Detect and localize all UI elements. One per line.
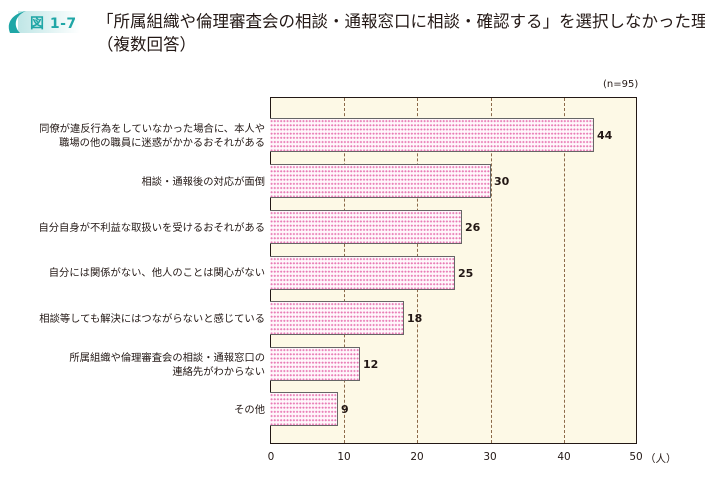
bar-colleague-trouble <box>270 118 594 152</box>
figure-badge: 図 1-7 <box>8 11 80 33</box>
value-label: 44 <box>597 129 613 142</box>
bar-other <box>270 392 338 426</box>
value-label: 18 <box>407 312 423 325</box>
category-label: 自分には関係がない、他人のことは関心がない <box>48 267 265 279</box>
value-label: 30 <box>494 175 510 188</box>
gridline-30 <box>490 98 492 443</box>
badge-swoosh-icon <box>8 11 80 33</box>
x-tick-label: 10 <box>337 451 351 463</box>
bar-disadvantageous-treatment <box>270 210 462 244</box>
chart-title-line1: 「所属組織や倫理審査会の相談・通報窓口に相談・確認する」を選択しなかった理由 <box>97 12 705 31</box>
x-tick-label: 40 <box>557 451 571 463</box>
x-tick-label: 50 <box>629 451 643 463</box>
x-tick-label: 20 <box>410 451 424 463</box>
bar-troublesome-response <box>270 164 491 198</box>
bar-not-my-concern <box>270 256 455 290</box>
value-label: 12 <box>363 358 379 371</box>
gridline-40 <box>564 98 565 443</box>
category-label: 同僚が違反行為をしていなかった場合に、本人や 職場の他の職員に迷惑がかかるおそれ… <box>39 123 265 149</box>
category-label: 相談・通報後の対応が面倒 <box>141 176 265 188</box>
x-tick-label: 0 <box>267 451 275 463</box>
plot-area <box>270 97 637 444</box>
x-axis-unit: （人） <box>645 453 677 465</box>
x-tick-label: 30 <box>483 451 497 463</box>
category-label: 相談等しても解決にはつながらないと感じている <box>39 313 265 325</box>
chart-title: 「所属組織や倫理審査会の相談・通報窓口に相談・確認する」を選択しなかった理由 （… <box>97 10 705 56</box>
figure-number: 図 1-7 <box>30 16 77 32</box>
value-label: 26 <box>465 221 481 234</box>
bar-no-resolution <box>270 301 404 335</box>
value-label: 25 <box>458 267 474 280</box>
bar-unknown-contact <box>270 347 360 381</box>
category-label: 自分自身が不利益な取扱いを受けるおそれがある <box>38 222 265 234</box>
category-label: その他 <box>234 404 265 416</box>
sample-size-label: (n=95) <box>603 79 639 90</box>
chart-title-line2: （複数回答） <box>97 35 196 54</box>
value-label: 9 <box>341 403 349 416</box>
category-label: 所属組織や倫理審査会の相談・通報窓口の 連絡先がわからない <box>69 352 265 378</box>
